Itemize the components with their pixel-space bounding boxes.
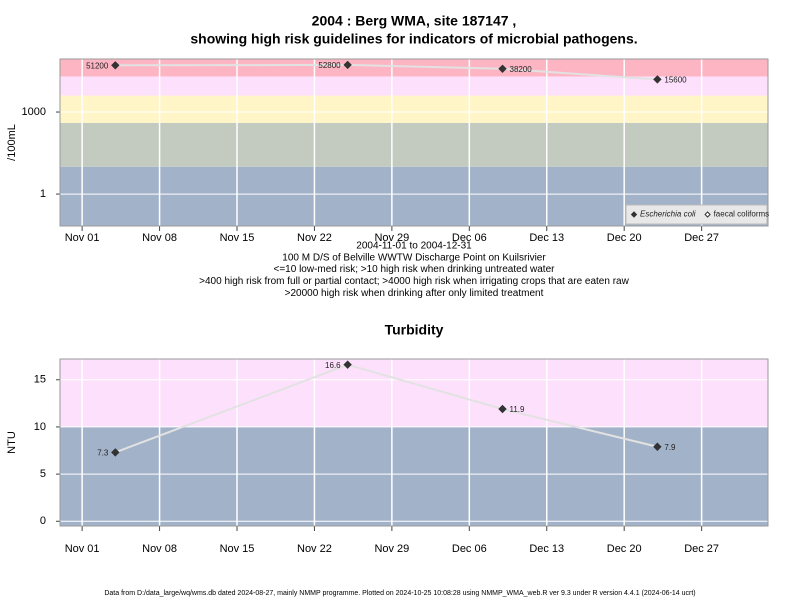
x-tick-label: Dec 06 [452, 543, 487, 555]
y-tick-label: 0 [40, 515, 46, 527]
risk-band [60, 359, 768, 427]
data-point [653, 442, 662, 451]
x-tick-label: Nov 22 [297, 543, 332, 555]
risk-band [60, 426, 768, 526]
risk-band [60, 59, 768, 77]
data-point [498, 64, 507, 73]
x-tick-label: Nov 22 [297, 232, 332, 244]
data-point [498, 404, 507, 414]
legend-box [625, 204, 768, 225]
data-label: 7.9 [664, 443, 676, 452]
y-axis-label: /100mL [6, 124, 18, 161]
x-tick-label: Nov 01 [65, 232, 100, 244]
chart-title: Turbidity [385, 322, 444, 338]
risk-band [60, 76, 768, 96]
data-point [343, 60, 352, 70]
legend-marker [704, 211, 711, 218]
data-label: 11.9 [510, 405, 526, 414]
note: 100 M D/S of Belville WWTW Discharge Poi… [282, 252, 546, 263]
x-tick-label: Nov 29 [374, 543, 409, 555]
data-point [111, 61, 120, 70]
x-tick-label: Nov 01 [65, 543, 100, 555]
x-tick-label: Dec 06 [452, 232, 487, 244]
plot-frame [59, 58, 769, 227]
data-label: 38200 [510, 65, 533, 74]
data-point [653, 75, 662, 84]
note: 2004-11-01 to 2004-12-31 [356, 241, 472, 252]
data-label: 7.3 [97, 449, 109, 458]
x-tick-label: Dec 13 [529, 543, 564, 555]
y-tick-label: 10 [34, 421, 46, 433]
y-tick-label: 1 [40, 188, 46, 200]
x-tick-label: Nov 15 [220, 232, 255, 244]
chart-subtitle: showing high risk guidelines for indicat… [190, 31, 637, 47]
risk-band [60, 122, 768, 167]
series-line [114, 363, 658, 454]
y-axis-label: NTU [6, 431, 18, 454]
data-label: 52800 [318, 61, 341, 70]
data-label: 16.6 [325, 361, 341, 370]
x-tick-label: Nov 08 [142, 232, 177, 244]
series-line [115, 63, 658, 81]
x-tick-label: Dec 13 [529, 232, 564, 244]
y-tick-label: 1000 [22, 106, 46, 118]
data-label: 15600 [664, 76, 687, 85]
data-point [343, 360, 352, 369]
data-label: 51200 [86, 61, 109, 70]
plot-frame [59, 358, 769, 527]
x-tick-label: Dec 20 [607, 543, 642, 555]
x-tick-label: Dec 20 [607, 232, 642, 244]
legend-label: faecal coliforms [714, 210, 770, 219]
risk-band [60, 95, 768, 123]
data-point [111, 448, 120, 457]
note: <=10 low-med risk; >10 high risk when dr… [274, 264, 556, 275]
x-tick-label: Dec 27 [684, 232, 719, 244]
note: >400 high risk from full or partial cont… [199, 276, 629, 287]
legend-marker [630, 211, 638, 218]
y-tick-label: 5 [40, 468, 46, 480]
legend-label: Escherichia coli [640, 210, 696, 219]
chart-title: 2004 : Berg WMA, site 187147 , [312, 13, 517, 29]
x-tick-label: Dec 27 [684, 543, 719, 555]
x-tick-label: Nov 08 [142, 543, 177, 555]
footer: Data from D:/data_large/wq/wms.db dated … [104, 590, 695, 597]
x-tick-label: Nov 29 [374, 232, 409, 244]
note: >20000 high risk when drinking after onl… [285, 288, 544, 299]
x-tick-label: Nov 15 [220, 543, 255, 555]
y-tick-label: 15 [34, 374, 46, 386]
